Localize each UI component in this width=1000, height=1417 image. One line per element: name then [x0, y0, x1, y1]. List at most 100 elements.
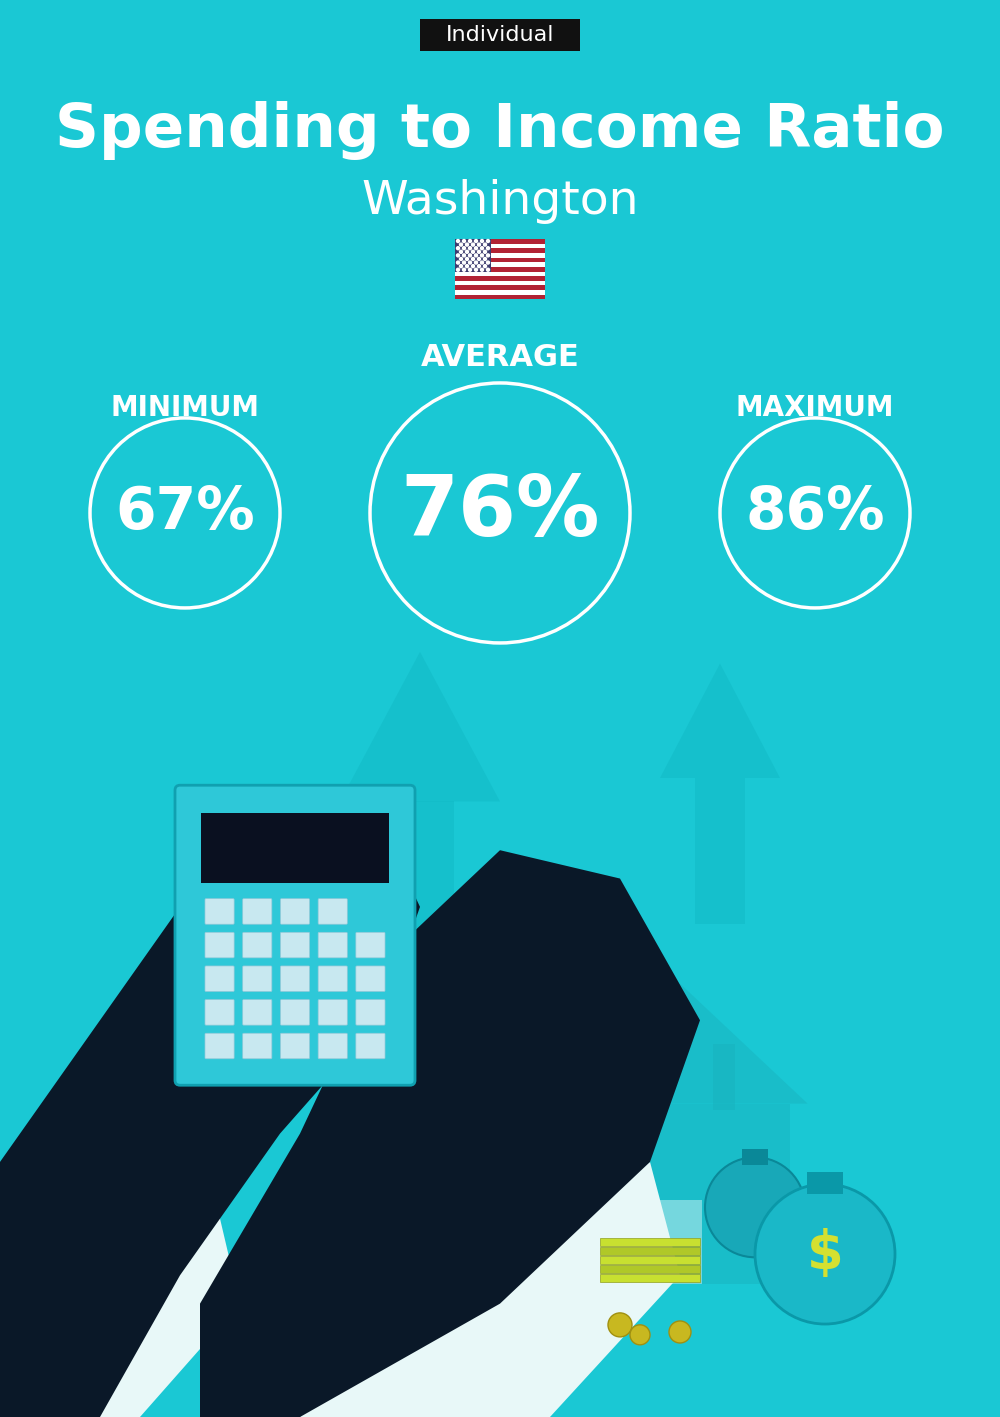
Circle shape — [468, 254, 472, 256]
Circle shape — [475, 268, 478, 271]
Text: 76%: 76% — [400, 472, 600, 554]
Circle shape — [484, 265, 486, 268]
Circle shape — [478, 265, 480, 268]
Polygon shape — [340, 652, 500, 802]
Circle shape — [480, 254, 484, 256]
Circle shape — [456, 239, 460, 242]
Circle shape — [478, 258, 480, 261]
Circle shape — [462, 247, 466, 249]
Circle shape — [669, 1321, 691, 1343]
Polygon shape — [0, 794, 420, 1417]
Circle shape — [478, 251, 480, 254]
Bar — [600, 1265, 700, 1274]
FancyBboxPatch shape — [280, 932, 310, 958]
Circle shape — [472, 258, 475, 261]
FancyBboxPatch shape — [205, 966, 234, 992]
FancyBboxPatch shape — [420, 20, 580, 51]
Text: $: $ — [807, 1229, 843, 1280]
Polygon shape — [552, 983, 808, 1104]
FancyBboxPatch shape — [318, 1033, 347, 1058]
Bar — [713, 1043, 735, 1110]
Bar — [455, 295, 545, 299]
Circle shape — [472, 244, 475, 247]
Circle shape — [460, 244, 462, 247]
Bar — [600, 1238, 700, 1247]
Text: MAXIMUM: MAXIMUM — [736, 394, 894, 422]
Circle shape — [456, 268, 460, 271]
FancyBboxPatch shape — [243, 898, 272, 924]
Circle shape — [460, 251, 462, 254]
Circle shape — [466, 265, 468, 268]
Bar — [455, 248, 545, 254]
FancyBboxPatch shape — [205, 898, 234, 924]
Circle shape — [480, 268, 484, 271]
Circle shape — [480, 261, 484, 264]
Circle shape — [486, 261, 490, 264]
Polygon shape — [0, 1190, 240, 1417]
Circle shape — [475, 239, 478, 242]
Circle shape — [478, 244, 480, 247]
Bar — [695, 778, 745, 924]
Circle shape — [456, 247, 460, 249]
FancyBboxPatch shape — [356, 1033, 385, 1058]
Text: 86%: 86% — [745, 485, 885, 541]
Circle shape — [486, 239, 490, 242]
FancyBboxPatch shape — [280, 898, 310, 924]
Circle shape — [475, 254, 478, 256]
Circle shape — [486, 268, 490, 271]
Circle shape — [466, 258, 468, 261]
Circle shape — [468, 261, 472, 264]
Bar — [455, 239, 545, 244]
Circle shape — [484, 251, 486, 254]
Circle shape — [475, 261, 478, 264]
Circle shape — [705, 1158, 805, 1257]
FancyBboxPatch shape — [280, 1033, 310, 1058]
FancyBboxPatch shape — [356, 999, 385, 1024]
Bar — [455, 239, 491, 272]
FancyBboxPatch shape — [205, 999, 234, 1024]
Circle shape — [484, 258, 486, 261]
Text: AVERAGE: AVERAGE — [421, 343, 579, 371]
Circle shape — [755, 1185, 895, 1323]
Bar — [455, 254, 545, 258]
Bar — [600, 1255, 700, 1264]
Bar — [742, 1149, 768, 1165]
FancyBboxPatch shape — [243, 999, 272, 1024]
Circle shape — [462, 268, 466, 271]
FancyBboxPatch shape — [243, 1033, 272, 1058]
Circle shape — [472, 265, 475, 268]
Circle shape — [486, 254, 490, 256]
Circle shape — [460, 258, 462, 261]
FancyBboxPatch shape — [318, 999, 347, 1024]
Circle shape — [484, 244, 486, 247]
Circle shape — [486, 247, 490, 249]
Text: Individual: Individual — [446, 26, 554, 45]
FancyBboxPatch shape — [318, 932, 347, 958]
Circle shape — [468, 239, 472, 242]
Text: 67%: 67% — [115, 485, 255, 541]
Bar — [455, 262, 545, 266]
Circle shape — [456, 254, 460, 256]
FancyBboxPatch shape — [280, 999, 310, 1024]
Circle shape — [472, 251, 475, 254]
Bar — [600, 1274, 700, 1282]
Bar — [201, 813, 389, 883]
Circle shape — [462, 239, 466, 242]
Bar — [386, 802, 454, 992]
Text: MINIMUM: MINIMUM — [110, 394, 260, 422]
FancyBboxPatch shape — [280, 966, 310, 992]
FancyBboxPatch shape — [175, 785, 415, 1085]
Circle shape — [608, 1314, 632, 1336]
Bar — [455, 290, 545, 295]
Circle shape — [466, 251, 468, 254]
Bar — [455, 272, 545, 276]
Bar — [455, 281, 545, 285]
Bar — [455, 244, 545, 248]
Bar — [455, 258, 545, 262]
Polygon shape — [300, 1162, 680, 1417]
Circle shape — [468, 247, 472, 249]
FancyBboxPatch shape — [243, 966, 272, 992]
Circle shape — [466, 244, 468, 247]
Bar — [658, 1200, 702, 1284]
Polygon shape — [660, 663, 780, 778]
